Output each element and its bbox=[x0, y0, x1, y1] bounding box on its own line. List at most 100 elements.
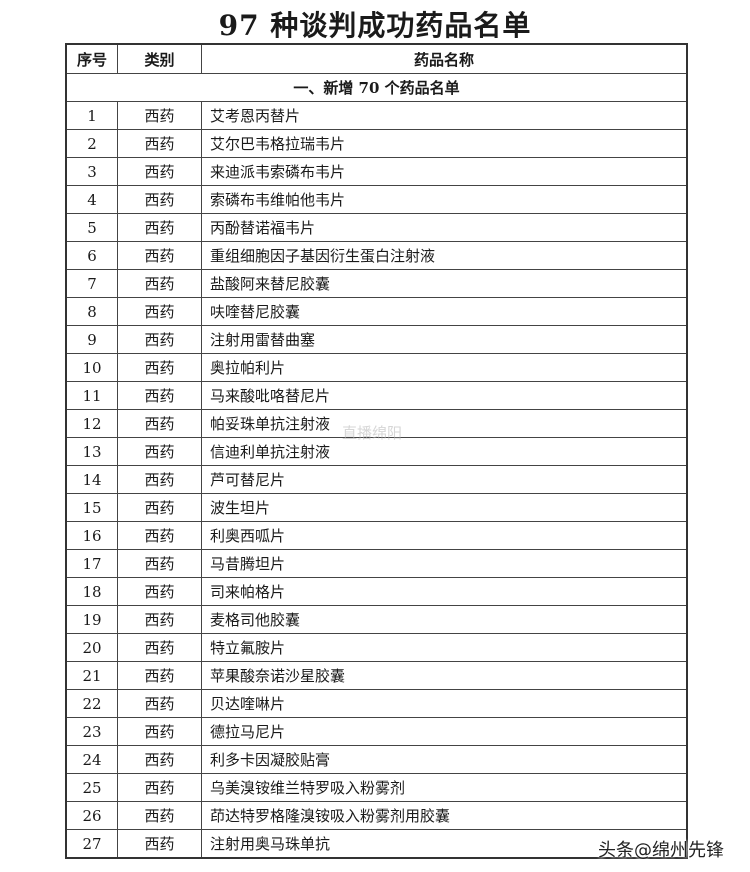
row-number: 9 bbox=[65, 325, 118, 354]
row-number: 21 bbox=[65, 661, 118, 690]
row-number: 10 bbox=[65, 353, 118, 382]
row-number: 11 bbox=[65, 381, 118, 410]
row-category: 西药 bbox=[117, 157, 202, 186]
row-category: 西药 bbox=[117, 101, 202, 130]
row-drug-name: 注射用雷替曲塞 bbox=[201, 325, 688, 354]
row-category: 西药 bbox=[117, 801, 202, 830]
row-number: 14 bbox=[65, 465, 118, 494]
row-drug-name: 苹果酸奈诺沙星胶囊 bbox=[201, 661, 688, 690]
page-title: 97 种谈判成功药品名单 bbox=[218, 9, 532, 42]
header-number: 序号 bbox=[65, 43, 118, 74]
row-category: 西药 bbox=[117, 633, 202, 662]
row-category: 西药 bbox=[117, 717, 202, 746]
row-drug-name: 麦格司他胶囊 bbox=[201, 605, 688, 634]
row-category: 西药 bbox=[117, 409, 202, 438]
row-drug-name: 司来帕格片 bbox=[201, 577, 688, 606]
row-number: 4 bbox=[65, 185, 118, 214]
table-row: 23 西药 德拉马尼片 bbox=[65, 717, 688, 746]
row-drug-name: 利多卡因凝胶贴膏 bbox=[201, 745, 688, 774]
row-number: 13 bbox=[65, 437, 118, 466]
row-drug-name: 特立氟胺片 bbox=[201, 633, 688, 662]
row-drug-name: 盐酸阿来替尼胶囊 bbox=[201, 269, 688, 298]
table-row: 3 西药 来迪派韦索磷布韦片 bbox=[65, 157, 688, 186]
row-drug-name: 奥拉帕利片 bbox=[201, 353, 688, 382]
table-row: 20 西药 特立氟胺片 bbox=[65, 633, 688, 662]
header-category: 类别 bbox=[117, 43, 202, 74]
row-number: 7 bbox=[65, 269, 118, 298]
row-category: 西药 bbox=[117, 773, 202, 802]
row-number: 18 bbox=[65, 577, 118, 606]
row-category: 西药 bbox=[117, 325, 202, 354]
table-row: 16 西药 利奥西呱片 bbox=[65, 521, 688, 550]
row-number: 17 bbox=[65, 549, 118, 578]
table-row: 15 西药 波生坦片 bbox=[65, 493, 688, 522]
row-category: 西药 bbox=[117, 493, 202, 522]
row-number: 27 bbox=[65, 829, 118, 859]
row-category: 西药 bbox=[117, 465, 202, 494]
table-row: 7 西药 盐酸阿来替尼胶囊 bbox=[65, 269, 688, 298]
row-number: 12 bbox=[65, 409, 118, 438]
row-category: 西药 bbox=[117, 437, 202, 466]
row-number: 22 bbox=[65, 689, 118, 718]
row-drug-name: 信迪利单抗注射液 bbox=[201, 437, 688, 466]
row-category: 西药 bbox=[117, 353, 202, 382]
row-drug-name: 艾尔巴韦格拉瑞韦片 bbox=[201, 129, 688, 158]
table-row: 17 西药 马昔腾坦片 bbox=[65, 549, 688, 578]
row-drug-name: 重组细胞因子基因衍生蛋白注射液 bbox=[201, 241, 688, 270]
table-row: 2 西药 艾尔巴韦格拉瑞韦片 bbox=[65, 129, 688, 158]
row-drug-name: 茚达特罗格隆溴铵吸入粉雾剂用胶囊 bbox=[201, 801, 688, 830]
row-number: 20 bbox=[65, 633, 118, 662]
table-row: 24 西药 利多卡因凝胶贴膏 bbox=[65, 745, 688, 774]
watermark-center: 直播绵阳 bbox=[342, 424, 403, 442]
row-category: 西药 bbox=[117, 521, 202, 550]
row-drug-name: 乌美溴铵维兰特罗吸入粉雾剂 bbox=[201, 773, 688, 802]
table-row: 26 西药 茚达特罗格隆溴铵吸入粉雾剂用胶囊 bbox=[65, 801, 688, 830]
table-row: 6 西药 重组细胞因子基因衍生蛋白注射液 bbox=[65, 241, 688, 270]
table-row: 9 西药 注射用雷替曲塞 bbox=[65, 325, 688, 354]
row-drug-name: 贝达喹啉片 bbox=[201, 689, 688, 718]
table-row: 4 西药 索磷布韦维帕他韦片 bbox=[65, 185, 688, 214]
row-drug-name: 利奥西呱片 bbox=[201, 521, 688, 550]
row-category: 西药 bbox=[117, 297, 202, 326]
row-drug-name: 注射用奥马珠单抗 bbox=[201, 829, 688, 859]
row-category: 西药 bbox=[117, 381, 202, 410]
table-row: 19 西药 麦格司他胶囊 bbox=[65, 605, 688, 634]
table-row: 11 西药 马来酸吡咯替尼片 bbox=[65, 381, 688, 410]
header-drug-name: 药品名称 bbox=[201, 43, 688, 74]
row-category: 西药 bbox=[117, 129, 202, 158]
row-number: 1 bbox=[65, 101, 118, 130]
row-category: 西药 bbox=[117, 549, 202, 578]
table-row: 5 西药 丙酚替诺福韦片 bbox=[65, 213, 688, 242]
row-category: 西药 bbox=[117, 829, 202, 859]
row-number: 8 bbox=[65, 297, 118, 326]
table-header-row: 序号 类别 药品名称 bbox=[65, 43, 688, 74]
row-number: 26 bbox=[65, 801, 118, 830]
table-row: 14 西药 芦可替尼片 bbox=[65, 465, 688, 494]
table-row: 21 西药 苹果酸奈诺沙星胶囊 bbox=[65, 661, 688, 690]
row-drug-name: 丙酚替诺福韦片 bbox=[201, 213, 688, 242]
row-category: 西药 bbox=[117, 745, 202, 774]
row-drug-name: 波生坦片 bbox=[201, 493, 688, 522]
row-category: 西药 bbox=[117, 605, 202, 634]
row-drug-name: 艾考恩丙替片 bbox=[201, 101, 688, 130]
row-drug-name: 帕妥珠单抗注射液 bbox=[201, 409, 688, 438]
row-category: 西药 bbox=[117, 577, 202, 606]
row-number: 24 bbox=[65, 745, 118, 774]
row-number: 3 bbox=[65, 157, 118, 186]
row-number: 6 bbox=[65, 241, 118, 270]
row-drug-name: 德拉马尼片 bbox=[201, 717, 688, 746]
row-drug-name: 来迪派韦索磷布韦片 bbox=[201, 157, 688, 186]
section-title: 一、新增 70 个药品名单 bbox=[65, 73, 688, 102]
row-drug-name: 索磷布韦维帕他韦片 bbox=[201, 185, 688, 214]
row-category: 西药 bbox=[117, 661, 202, 690]
row-category: 西药 bbox=[117, 185, 202, 214]
table-row: 8 西药 呋喹替尼胶囊 bbox=[65, 297, 688, 326]
table-row: 27 西药 注射用奥马珠单抗 bbox=[65, 829, 688, 859]
row-category: 西药 bbox=[117, 213, 202, 242]
drug-list-table: 序号 类别 药品名称 一、新增 70 个药品名单 1 西药 艾考恩丙替片 2 西药 艾尔巴… bbox=[65, 43, 688, 859]
row-number: 19 bbox=[65, 605, 118, 634]
section-row: 一、新增 70 个药品名单 bbox=[65, 73, 688, 102]
table-row: 22 西药 贝达喹啉片 bbox=[65, 689, 688, 718]
row-number: 15 bbox=[65, 493, 118, 522]
watermark-corner: 头条@绵州先锋 bbox=[598, 840, 724, 861]
